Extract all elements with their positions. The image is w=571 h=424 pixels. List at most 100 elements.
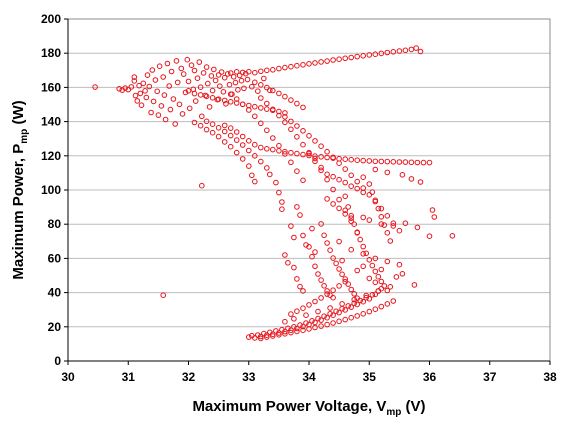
data-point xyxy=(238,77,245,84)
data-point xyxy=(220,89,227,95)
data-point xyxy=(312,155,318,162)
data-point xyxy=(375,273,382,280)
y-axis-title-unit: (W) xyxy=(10,100,27,128)
data-point xyxy=(306,61,312,67)
data-point xyxy=(270,135,276,141)
x-axis-title-subscript: mp xyxy=(386,407,401,418)
data-point xyxy=(321,313,327,320)
data-point xyxy=(342,278,349,285)
data-point xyxy=(239,156,246,162)
data-point xyxy=(148,109,154,116)
data-point xyxy=(288,223,294,229)
data-point xyxy=(239,101,246,108)
data-point xyxy=(330,57,336,63)
data-point xyxy=(236,72,243,79)
data-point xyxy=(203,93,210,100)
data-point xyxy=(300,62,306,68)
data-point xyxy=(288,159,294,166)
data-point xyxy=(285,260,291,266)
data-point xyxy=(390,220,397,226)
data-point xyxy=(227,70,234,76)
data-point xyxy=(288,118,294,125)
data-point xyxy=(309,225,315,232)
data-point xyxy=(300,323,306,330)
data-point xyxy=(291,316,297,322)
data-point xyxy=(348,212,355,219)
data-point xyxy=(252,103,258,110)
data-point xyxy=(160,292,166,299)
data-point xyxy=(348,304,355,310)
data-point xyxy=(221,74,228,81)
data-point xyxy=(375,205,382,212)
data-point xyxy=(336,160,342,166)
data-point xyxy=(154,88,160,95)
data-point xyxy=(273,179,279,186)
data-point xyxy=(200,70,207,76)
data-point xyxy=(369,189,376,195)
data-point xyxy=(321,283,327,289)
data-point xyxy=(384,158,391,165)
data-point xyxy=(300,305,306,312)
data-point xyxy=(221,122,228,129)
data-point xyxy=(279,206,285,212)
data-point xyxy=(324,288,330,294)
axis-ticks: 0 20 40 60 80 100 120 140 160 180 200 30 31 32 33 34 35 3… xyxy=(41,12,557,384)
data-point xyxy=(300,104,306,111)
data-point xyxy=(360,53,367,59)
data-point xyxy=(267,171,273,178)
data-point xyxy=(396,261,403,268)
x-axis-title-unit: (V) xyxy=(401,398,425,415)
data-point xyxy=(282,119,288,126)
data-point xyxy=(381,283,388,289)
data-point xyxy=(288,311,294,317)
data-point xyxy=(318,221,324,227)
data-point xyxy=(270,67,276,73)
data-point xyxy=(396,159,403,165)
data-point xyxy=(306,302,312,308)
data-point xyxy=(348,215,355,221)
data-point xyxy=(197,122,204,129)
data-point xyxy=(333,260,339,267)
data-point xyxy=(246,147,252,154)
data-point xyxy=(312,60,318,66)
data-point xyxy=(270,106,276,113)
data-point xyxy=(390,49,397,55)
data-point xyxy=(294,168,300,174)
y-tick-label: 80 xyxy=(48,217,62,231)
data-point xyxy=(184,56,191,63)
data-point xyxy=(360,157,367,164)
data-point xyxy=(122,85,128,91)
data-point xyxy=(399,172,406,178)
data-point xyxy=(258,82,264,88)
data-point xyxy=(408,176,415,182)
data-point xyxy=(162,116,169,123)
data-point xyxy=(170,96,177,102)
data-point xyxy=(203,64,210,70)
data-point xyxy=(179,111,186,117)
data-point xyxy=(209,87,216,94)
data-point xyxy=(217,83,223,89)
data-point xyxy=(354,53,361,60)
data-point xyxy=(408,46,415,53)
data-point xyxy=(312,138,318,144)
data-point xyxy=(426,233,433,239)
data-point xyxy=(390,298,397,304)
data-point xyxy=(312,324,318,331)
data-point xyxy=(366,308,373,315)
data-point xyxy=(264,127,270,134)
data-point xyxy=(387,238,394,244)
data-point xyxy=(342,179,349,186)
data-point xyxy=(321,232,327,239)
data-points xyxy=(92,45,456,342)
data-point xyxy=(150,98,157,105)
data-point xyxy=(233,100,240,106)
data-point xyxy=(342,55,349,62)
data-point xyxy=(306,150,312,157)
data-point xyxy=(249,83,255,90)
data-point xyxy=(152,77,159,83)
data-point xyxy=(249,172,255,179)
y-tick-label: 40 xyxy=(48,286,62,300)
data-point xyxy=(282,151,288,157)
data-point xyxy=(197,92,204,98)
data-point xyxy=(291,324,297,330)
